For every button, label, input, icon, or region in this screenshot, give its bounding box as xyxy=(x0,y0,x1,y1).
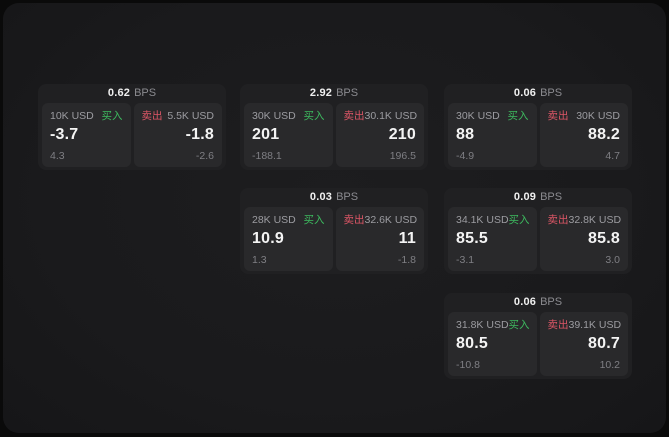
buy-label: 买入 xyxy=(303,110,325,122)
spread-value: 0.03 xyxy=(309,191,333,203)
spread-value: 2.92 xyxy=(309,87,333,99)
buy-change: 1.3 xyxy=(252,254,267,266)
quote-card: 0.62 BPS 10K USD 买入 -3.7 4.3 卖出 5.5K USD… xyxy=(38,84,226,170)
sell-price: -1.8 xyxy=(185,126,214,143)
spread-header: 0.03 BPS xyxy=(240,188,428,207)
sell-label: 卖出 xyxy=(141,110,163,122)
buy-tile[interactable]: 34.1K USD 买入 85.5 -3.1 xyxy=(448,207,537,271)
sell-tile[interactable]: 卖出 5.5K USD -1.8 -2.6 xyxy=(133,103,222,167)
buy-notional: 30K USD xyxy=(252,110,296,122)
buy-notional: 34.1K USD xyxy=(456,214,509,226)
spread-value: 0.62 xyxy=(107,87,131,99)
spread-header: 0.06 BPS xyxy=(444,293,632,312)
quote-card: 0.06 BPS 30K USD 买入 88 -4.9 卖出 30K USD 8… xyxy=(444,84,632,170)
bps-unit-label: BPS xyxy=(336,87,359,99)
buy-change: -4.9 xyxy=(456,150,475,162)
sell-tile[interactable]: 卖出 32.6K USD 11 -1.8 xyxy=(335,207,424,271)
buy-notional: 30K USD xyxy=(456,110,500,122)
bps-unit-label: BPS xyxy=(336,191,359,203)
sell-label: 卖出 xyxy=(547,214,569,226)
sell-price: 88.2 xyxy=(588,126,620,143)
buy-tile[interactable]: 31.8K USD 买入 80.5 -10.8 xyxy=(448,312,537,376)
buy-price: 10.9 xyxy=(252,230,284,247)
spread-value: 0.09 xyxy=(513,191,537,203)
sell-tile[interactable]: 卖出 30.1K USD 210 196.5 xyxy=(335,103,424,167)
buy-tile[interactable]: 30K USD 买入 201 -188.1 xyxy=(244,103,333,167)
sell-notional: 32.8K USD xyxy=(568,214,622,226)
bps-unit-label: BPS xyxy=(540,296,563,308)
buy-price: 80.5 xyxy=(456,335,488,352)
sell-notional: 30K USD xyxy=(576,110,620,122)
bps-unit-label: BPS xyxy=(540,191,563,203)
app-panel: 0.62 BPS 10K USD 买入 -3.7 4.3 卖出 5.5K USD… xyxy=(3,3,666,433)
sell-change: 3.0 xyxy=(605,254,620,266)
sell-price: 85.8 xyxy=(588,230,620,247)
buy-tile[interactable]: 28K USD 买入 10.9 1.3 xyxy=(244,207,333,271)
buy-change: -3.1 xyxy=(456,254,475,266)
buy-label: 买入 xyxy=(303,214,325,226)
sell-tile[interactable]: 卖出 39.1K USD 80.7 10.2 xyxy=(539,312,628,376)
buy-change: 4.3 xyxy=(50,150,65,162)
buy-price: 88 xyxy=(456,126,475,143)
sell-tile[interactable]: 卖出 32.8K USD 85.8 3.0 xyxy=(539,207,628,271)
sell-change: -1.8 xyxy=(397,254,416,266)
buy-change: -10.8 xyxy=(456,359,480,371)
quote-card: 2.92 BPS 30K USD 买入 201 -188.1 卖出 30.1K … xyxy=(240,84,428,170)
bps-unit-label: BPS xyxy=(134,87,157,99)
sell-label: 卖出 xyxy=(547,319,569,331)
buy-label: 买入 xyxy=(508,319,530,331)
sell-label: 卖出 xyxy=(343,214,365,226)
sell-price: 210 xyxy=(388,126,416,143)
bps-unit-label: BPS xyxy=(540,87,563,99)
spread-header: 0.06 BPS xyxy=(444,84,632,103)
sell-price: 80.7 xyxy=(588,335,620,352)
buy-price: 201 xyxy=(252,126,280,143)
quote-card: 0.06 BPS 31.8K USD 买入 80.5 -10.8 卖出 39.1… xyxy=(444,293,632,379)
sell-notional: 30.1K USD xyxy=(364,110,418,122)
buy-tile[interactable]: 10K USD 买入 -3.7 4.3 xyxy=(42,103,131,167)
sell-tile[interactable]: 卖出 30K USD 88.2 4.7 xyxy=(539,103,628,167)
spread-header: 0.09 BPS xyxy=(444,188,632,207)
spread-header: 0.62 BPS xyxy=(38,84,226,103)
spread-value: 0.06 xyxy=(513,296,537,308)
quote-card: 0.03 BPS 28K USD 买入 10.9 1.3 卖出 32.6K US… xyxy=(240,188,428,274)
buy-notional: 31.8K USD xyxy=(456,319,509,331)
buy-label: 买入 xyxy=(508,214,530,226)
buy-label: 买入 xyxy=(507,110,529,122)
buy-price: -3.7 xyxy=(50,126,79,143)
sell-change: 4.7 xyxy=(605,150,620,162)
sell-notional: 5.5K USD xyxy=(167,110,214,122)
sell-label: 卖出 xyxy=(343,110,365,122)
sell-price: 11 xyxy=(398,230,416,247)
spread-header: 2.92 BPS xyxy=(240,84,428,103)
spread-value: 0.06 xyxy=(513,87,537,99)
buy-change: -188.1 xyxy=(252,150,282,162)
sell-change: 10.2 xyxy=(599,359,620,371)
buy-price: 85.5 xyxy=(456,230,488,247)
sell-notional: 39.1K USD xyxy=(568,319,622,331)
quote-card: 0.09 BPS 34.1K USD 买入 85.5 -3.1 卖出 32.8K… xyxy=(444,188,632,274)
sell-notional: 32.6K USD xyxy=(364,214,418,226)
buy-notional: 10K USD xyxy=(50,110,94,122)
sell-label: 卖出 xyxy=(547,110,569,122)
buy-notional: 28K USD xyxy=(252,214,296,226)
buy-tile[interactable]: 30K USD 买入 88 -4.9 xyxy=(448,103,537,167)
sell-change: 196.5 xyxy=(389,150,416,162)
sell-change: -2.6 xyxy=(195,150,214,162)
buy-label: 买入 xyxy=(101,110,123,122)
